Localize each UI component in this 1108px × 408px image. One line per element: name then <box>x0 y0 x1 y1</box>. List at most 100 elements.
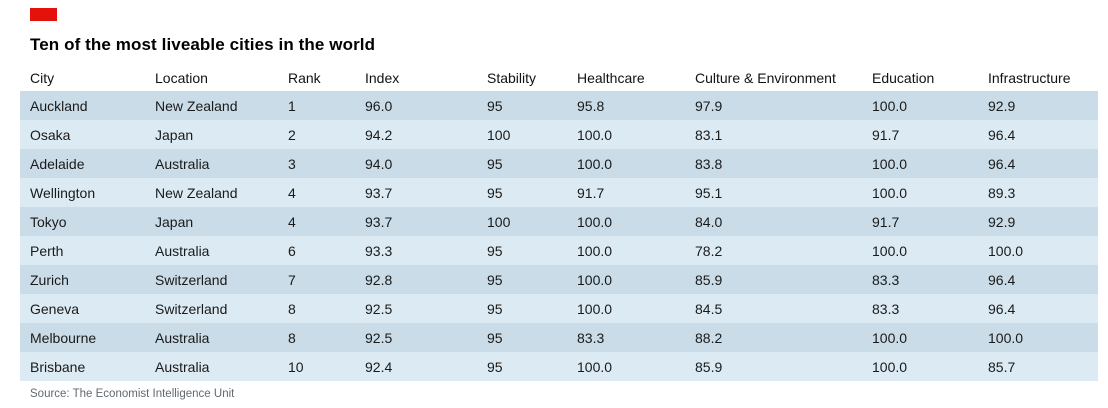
table-cell: 95 <box>487 97 503 114</box>
table-cell: 84.0 <box>695 213 723 230</box>
table-cell: 100.0 <box>872 242 908 259</box>
table-cell: 96.0 <box>365 97 393 114</box>
table-cell: Melbourne <box>30 329 97 346</box>
table-cell: Zurich <box>30 271 69 288</box>
table-cell: 100.0 <box>988 242 1024 259</box>
table-cell: Auckland <box>30 97 88 114</box>
table-cell: 2 <box>288 126 296 143</box>
table-row-auckland: Auckland New Zealand 1 96.0 95 95.8 97.9 100.0 9… <box>20 91 1098 120</box>
table-cell: 78.2 <box>695 242 723 259</box>
table-cell: 3 <box>288 155 296 172</box>
table-cell: 100.0 <box>872 184 908 201</box>
table-header-row: City Location Rank Index Stability Healthcare… <box>20 65 1098 91</box>
table-cell: 4 <box>288 213 296 230</box>
table-cell: 4 <box>288 184 296 201</box>
table-cell: 92.5 <box>365 300 393 317</box>
table-body: Auckland New Zealand 1 96.0 95 95.8 97.9 100.0 9… <box>20 91 1098 381</box>
table-cell: 92.8 <box>365 271 393 288</box>
table-cell: 100.0 <box>872 97 908 114</box>
table-cell: 93.3 <box>365 242 393 259</box>
column-header-index: Index <box>365 65 487 91</box>
table-cell: 93.7 <box>365 184 393 201</box>
table-cell: 100.0 <box>872 358 908 375</box>
table-cell: 92.9 <box>988 213 1016 230</box>
table-cell: 10 <box>288 358 304 375</box>
table-cell: 85.9 <box>695 358 723 375</box>
table-cell: 85.7 <box>988 358 1016 375</box>
table-cell: 1 <box>288 97 296 114</box>
table-row-geneva: Geneva Switzerland 8 92.5 95 100.0 84.5 83.3 96.… <box>20 294 1098 323</box>
table-cell: 92.4 <box>365 358 393 375</box>
table-cell: 91.7 <box>872 126 900 143</box>
table-cell: 96.4 <box>988 126 1016 143</box>
column-header-education: Education <box>872 65 988 91</box>
table-cell: 85.9 <box>695 271 723 288</box>
table-cell: Australia <box>155 358 210 375</box>
table-cell: 100 <box>487 126 511 143</box>
table-cell: 94.2 <box>365 126 393 143</box>
table-row-osaka: Osaka Japan 2 94.2 100 100.0 83.1 91.7 96.4 <box>20 120 1098 149</box>
column-header-stability: Stability <box>487 65 577 91</box>
table-cell: 7 <box>288 271 296 288</box>
table-cell: 94.0 <box>365 155 393 172</box>
table-cell: 100.0 <box>872 329 908 346</box>
table-cell: 100.0 <box>988 329 1024 346</box>
table-cell: Adelaide <box>30 155 85 172</box>
table-row-wellington: Wellington New Zealand 4 93.7 95 91.7 95.1 100.… <box>20 178 1098 207</box>
table-cell: 92.9 <box>988 97 1016 114</box>
table-cell: 95 <box>487 155 503 172</box>
table-cell: 95.8 <box>577 97 605 114</box>
table-cell: Australia <box>155 155 210 172</box>
economist-red-tag <box>30 8 57 21</box>
table-cell: 95 <box>487 329 503 346</box>
table-cell: Australia <box>155 242 210 259</box>
table-cell: 95 <box>487 358 503 375</box>
table-cell: 83.3 <box>872 271 900 288</box>
table-cell: 96.4 <box>988 155 1016 172</box>
table-cell: 100.0 <box>577 126 613 143</box>
table-cell: 83.8 <box>695 155 723 172</box>
table-cell: Japan <box>155 213 194 230</box>
table-cell: Wellington <box>30 184 96 201</box>
table-cell: 6 <box>288 242 296 259</box>
table-cell: Osaka <box>30 126 71 143</box>
table-cell: 95 <box>487 300 503 317</box>
table-cell: 92.5 <box>365 329 393 346</box>
column-header-infrastructure: Infrastructure <box>988 65 1098 91</box>
column-header-location: Location <box>155 65 288 91</box>
table-cell: Australia <box>155 329 210 346</box>
table-cell: Switzerland <box>155 300 228 317</box>
table-cell: 89.3 <box>988 184 1016 201</box>
table-cell: 8 <box>288 300 296 317</box>
table-cell: 95 <box>487 184 503 201</box>
table-cell: 100 <box>487 213 511 230</box>
table-cell: 100.0 <box>577 300 613 317</box>
table-row-adelaide: Adelaide Australia 3 94.0 95 100.0 83.8 100.0 96… <box>20 149 1098 178</box>
source-note: Source: The Economist Intelligence Unit <box>30 388 235 400</box>
table-cell: 100.0 <box>577 358 613 375</box>
table-cell: 83.3 <box>872 300 900 317</box>
table-cell: 96.4 <box>988 271 1016 288</box>
table-cell: Brisbane <box>30 358 86 375</box>
page-title: Ten of the most liveable cities in the w… <box>30 35 376 54</box>
table-cell: 100.0 <box>577 155 613 172</box>
table-cell: Switzerland <box>155 271 228 288</box>
table-cell: 100.0 <box>577 213 613 230</box>
table-cell: 100.0 <box>577 271 613 288</box>
column-header-culture-environment: Culture & Environment <box>695 65 872 91</box>
table-cell: 93.7 <box>365 213 393 230</box>
table-cell: Japan <box>155 126 194 143</box>
table-cell: 95 <box>487 242 503 259</box>
liveability-table: City Location Rank Index Stability Healthcare… <box>20 65 1098 381</box>
table-cell: 88.2 <box>695 329 723 346</box>
table-cell: 100.0 <box>872 155 908 172</box>
table-row-melbourne: Melbourne Australia 8 92.5 95 83.3 88.2 100.0 10… <box>20 323 1098 352</box>
table-cell: 8 <box>288 329 296 346</box>
table-cell: 95.1 <box>695 184 723 201</box>
table-cell: 100.0 <box>577 242 613 259</box>
table-cell: New Zealand <box>155 97 238 114</box>
table-row-brisbane: Brisbane Australia 10 92.4 95 100.0 85.9 100.0 8… <box>20 352 1098 381</box>
table-cell: New Zealand <box>155 184 238 201</box>
table-cell: 96.4 <box>988 300 1016 317</box>
